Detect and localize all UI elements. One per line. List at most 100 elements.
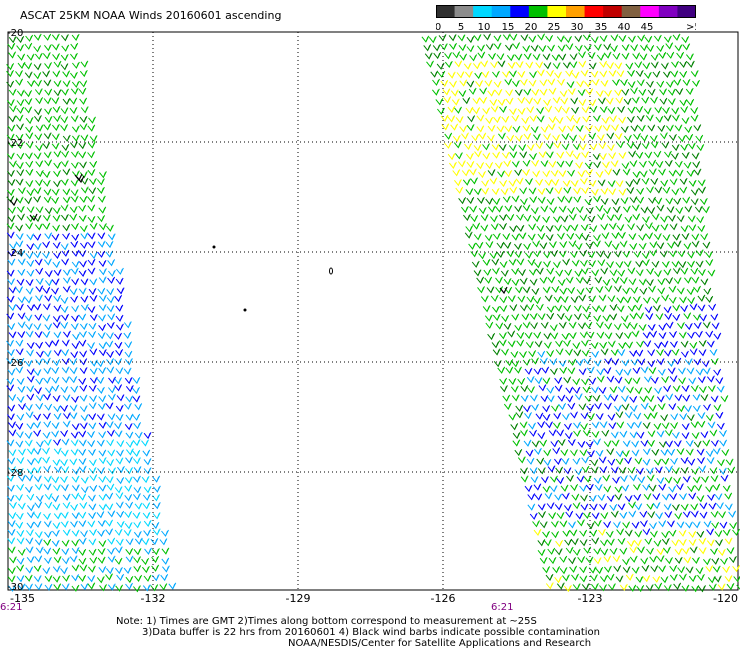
wind-barb <box>60 511 69 519</box>
wind-barb <box>707 576 716 584</box>
wind-barb <box>645 222 653 230</box>
wind-barb <box>626 421 635 430</box>
wind-barb <box>51 97 60 105</box>
wind-barb <box>685 439 694 448</box>
wind-barb <box>485 116 494 125</box>
wind-barb <box>696 530 705 539</box>
wind-barb <box>80 241 88 249</box>
wind-barb <box>106 358 114 366</box>
wind-barb <box>482 152 491 160</box>
wind-barb <box>636 340 644 348</box>
wind-barb <box>678 377 686 385</box>
wind-barb <box>450 89 459 97</box>
wind-barb <box>51 376 60 384</box>
wind-barb <box>153 485 161 493</box>
wind-barb <box>538 45 547 53</box>
wind-barb <box>568 240 577 248</box>
wind-barb <box>71 150 79 158</box>
wind-barb <box>515 61 524 69</box>
wind-barb <box>648 285 656 293</box>
wind-barb <box>124 402 132 410</box>
wind-barb <box>87 582 96 590</box>
wind-barb <box>464 231 473 239</box>
wind-barb <box>650 141 659 149</box>
wind-barb <box>6 312 15 320</box>
wind-barb <box>98 395 107 403</box>
wind-barb <box>35 546 44 554</box>
wind-barb <box>44 88 53 96</box>
wind-barb <box>649 411 658 420</box>
wind-barb <box>16 35 25 44</box>
wind-barb <box>648 168 657 176</box>
wind-barb <box>614 213 623 221</box>
wind-barb <box>552 96 561 104</box>
wind-barb <box>623 296 632 304</box>
wind-barb <box>615 368 624 376</box>
wind-barb <box>695 567 704 575</box>
wind-barb <box>664 476 673 484</box>
wind-barb <box>80 186 89 194</box>
wind-barb <box>505 89 514 97</box>
wind-barb <box>705 414 714 422</box>
wind-barb <box>691 585 700 593</box>
wind-barb <box>629 431 638 439</box>
wind-barb <box>684 322 693 331</box>
wind-barb <box>467 115 476 123</box>
wind-barb <box>495 286 504 294</box>
wind-barb <box>51 133 60 141</box>
wind-barb <box>52 207 61 215</box>
wind-barb <box>695 330 703 338</box>
wind-barb <box>454 60 463 68</box>
wind-barb <box>615 575 624 583</box>
wind-barb <box>641 251 650 260</box>
wind-barb <box>574 393 583 401</box>
wind-barb <box>474 150 482 158</box>
wind-barb <box>61 366 70 374</box>
wind-barb <box>528 350 537 358</box>
wind-barb <box>680 225 689 233</box>
wind-barb <box>546 312 555 321</box>
wind-barb <box>667 98 676 106</box>
wind-barb <box>672 114 680 122</box>
wind-barb <box>537 313 546 321</box>
wind-barb <box>698 186 706 194</box>
wind-barb <box>6 99 15 107</box>
wind-barb <box>676 215 685 223</box>
wind-barb <box>582 385 591 394</box>
wind-barb <box>514 53 523 61</box>
wind-barb <box>589 503 598 511</box>
wind-barb <box>617 269 626 277</box>
wind-barb <box>691 152 700 160</box>
wind-barb <box>689 546 698 554</box>
wind-barb <box>560 97 569 105</box>
wind-barb <box>464 142 473 151</box>
wind-barb <box>687 331 695 339</box>
wind-barb <box>543 458 552 467</box>
wind-barb <box>627 223 635 231</box>
wind-barb <box>45 279 53 287</box>
wind-barb <box>632 170 641 179</box>
wind-barb <box>551 531 560 539</box>
wind-barb <box>543 332 552 340</box>
wind-barb <box>34 88 43 96</box>
wind-barb <box>561 457 570 466</box>
wind-barb <box>495 322 504 330</box>
lat-label: -20 <box>7 28 23 39</box>
wind-barb <box>125 385 134 393</box>
wind-barb <box>465 225 474 233</box>
wind-barb <box>99 584 107 592</box>
wind-barb <box>625 341 634 349</box>
wind-barb <box>142 449 151 457</box>
wind-barb <box>698 465 707 473</box>
wind-barb <box>463 213 471 222</box>
wind-barb <box>655 160 664 169</box>
wind-barb <box>689 348 698 356</box>
wind-barb <box>621 484 630 492</box>
wind-barb <box>26 521 35 529</box>
wind-barb <box>713 332 722 340</box>
wind-barb <box>572 583 581 591</box>
wind-barb <box>648 196 656 204</box>
wind-barb <box>610 45 618 53</box>
wind-barb <box>663 503 672 511</box>
